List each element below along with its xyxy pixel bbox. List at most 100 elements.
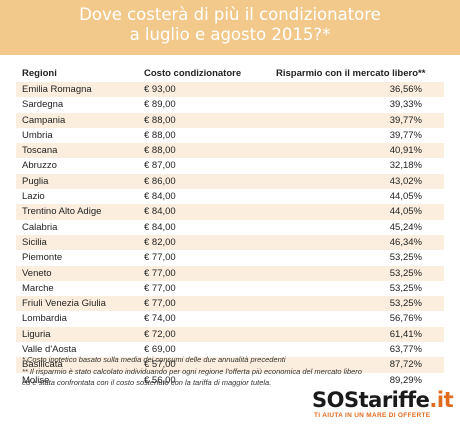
cell-cost: € 57,00 xyxy=(144,359,176,371)
cell-region: Marche xyxy=(22,282,54,294)
table-row: Basilicata € 57,00 87,72% xyxy=(16,357,444,373)
cell-cost: € 56,00 xyxy=(144,374,176,386)
cell-saving: 44,05% xyxy=(389,191,422,203)
cell-region: Calabria xyxy=(22,221,58,233)
cell-cost: € 77,00 xyxy=(144,252,176,264)
table-row: Toscana € 88,00 40,91% xyxy=(16,143,444,159)
footnote-1: * Costo ipotetico basato sulla media dei… xyxy=(22,355,286,364)
cell-cost: € 87,00 xyxy=(144,160,176,172)
logo-wordmark: SOStariffe.it xyxy=(312,388,454,412)
cost-table: Regioni Costo condizionatore Risparmio c… xyxy=(16,66,444,388)
header-region: Regioni xyxy=(22,68,57,79)
table-header: Regioni Costo condizionatore Risparmio c… xyxy=(16,66,444,82)
table-row: Umbria € 88,00 39,77% xyxy=(16,127,444,144)
cell-saving: 45,24% xyxy=(389,221,422,233)
table-body: Emilia Romagna € 93,00 36,56% Sardegna € 89,… xyxy=(16,82,444,388)
title-band: Dove costerà di più il condizionatore a … xyxy=(0,0,460,55)
cell-region: Trentino Alto Adige xyxy=(22,206,102,218)
table-row: Marche € 77,00 53,25% xyxy=(16,280,444,297)
cell-saving: 46,34% xyxy=(389,236,422,248)
table-row: Campania € 88,00 39,77% xyxy=(16,112,444,128)
cell-region: Valle d'Aosta xyxy=(22,344,77,356)
table-row: Sardegna € 89,00 39,33% xyxy=(16,97,444,113)
table-row: Liguria € 72,00 61,41% xyxy=(16,326,444,343)
cell-cost: € 77,00 xyxy=(144,267,176,279)
title-line-1: Dove costerà di più il condizionatore xyxy=(79,5,381,24)
footnotes: * Costo ipotetico basato sulla media dei… xyxy=(22,354,442,389)
cell-saving: 32,18% xyxy=(389,160,422,172)
cell-cost: € 88,00 xyxy=(144,145,176,157)
title-line-2: a luglio e agosto 2015?* xyxy=(129,25,331,44)
cell-cost: € 77,00 xyxy=(144,282,176,294)
cell-region: Friuli Venezia Giulia xyxy=(22,298,106,310)
cell-region: Lazio xyxy=(22,191,45,203)
cell-saving: 39,77% xyxy=(389,129,422,141)
cell-cost: € 89,00 xyxy=(144,99,176,111)
footnote-3: ed è stata confrontata con il costo sost… xyxy=(22,378,272,387)
cell-cost: € 82,00 xyxy=(144,236,176,248)
cell-region: Molise xyxy=(22,374,50,386)
cell-saving: 87,72% xyxy=(389,359,422,371)
cell-saving: 53,25% xyxy=(389,282,422,294)
cell-cost: € 84,00 xyxy=(144,221,176,233)
cell-cost: € 88,00 xyxy=(144,129,176,141)
cell-cost: € 93,00 xyxy=(144,84,176,95)
cell-saving: 39,77% xyxy=(389,114,422,126)
cell-region: Umbria xyxy=(22,129,53,141)
table-row: Sicilia € 82,00 46,34% xyxy=(16,234,444,251)
table-row: Puglia € 86,00 43,02% xyxy=(16,173,444,190)
cell-saving: 53,25% xyxy=(389,267,422,279)
cell-region: Sicilia xyxy=(22,236,47,248)
table-row: Molise € 56,00 89,29% xyxy=(16,372,444,388)
logo-tagline: TI AIUTA IN UN MARE DI OFFERTE xyxy=(314,412,431,419)
cell-cost: € 84,00 xyxy=(144,206,176,218)
cell-saving: 36,56% xyxy=(389,84,422,95)
table-row: Lazio € 84,00 44,05% xyxy=(16,189,444,205)
cell-cost: € 86,00 xyxy=(144,175,176,187)
table-row: Abruzzo € 87,00 32,18% xyxy=(16,158,444,174)
table-row: Calabria € 84,00 45,24% xyxy=(16,219,444,235)
logo-it: .it xyxy=(429,388,454,412)
cell-saving: 39,33% xyxy=(389,99,422,111)
cell-region: Emilia Romagna xyxy=(22,84,92,95)
cell-region: Campania xyxy=(22,114,66,126)
cell-saving: 89,29% xyxy=(389,374,422,386)
cell-cost: € 69,00 xyxy=(144,344,176,356)
header-saving: Risparmio con il mercato libero** xyxy=(276,68,426,79)
footnote-2: ** Il risparmio è stato calcolato indivi… xyxy=(22,366,362,376)
cell-region: Lombardia xyxy=(22,313,67,325)
logo-tariffe: tariffe xyxy=(358,388,430,412)
table-row: Friuli Venezia Giulia € 77,00 53,25% xyxy=(16,296,444,312)
cell-cost: € 74,00 xyxy=(144,313,176,325)
cell-region: Toscana xyxy=(22,145,58,157)
cell-region: Veneto xyxy=(22,267,52,279)
logo-sos: SOS xyxy=(312,388,359,412)
cell-region: Sardegna xyxy=(22,99,64,111)
cell-saving: 63,77% xyxy=(389,344,422,356)
cell-region: Abruzzo xyxy=(22,160,57,172)
table-row: Valle d'Aosta € 69,00 63,77% xyxy=(16,342,444,358)
cell-saving: 61,41% xyxy=(389,328,422,340)
cell-saving: 53,25% xyxy=(389,252,422,264)
cell-saving: 56,76% xyxy=(389,313,422,325)
cell-region: Piemonte xyxy=(22,252,63,264)
cell-saving: 40,91% xyxy=(389,145,422,157)
cell-saving: 43,02% xyxy=(389,175,422,187)
table-row: Veneto € 77,00 53,25% xyxy=(16,265,444,281)
cell-saving: 44,05% xyxy=(389,206,422,218)
table-row: Emilia Romagna € 93,00 36,56% xyxy=(16,82,444,98)
table-row: Lombardia € 74,00 56,76% xyxy=(16,311,444,327)
cell-region: Basilicata xyxy=(22,359,63,371)
cell-cost: € 84,00 xyxy=(144,191,176,203)
cell-region: Puglia xyxy=(22,175,49,187)
cell-saving: 53,25% xyxy=(389,298,422,310)
table-row: Piemonte € 77,00 53,25% xyxy=(16,250,444,266)
table-row: Trentino Alto Adige € 84,00 44,05% xyxy=(16,204,444,220)
sostariffe-logo: SOStariffe.it TI AIUTA IN UN MARE DI OFF… xyxy=(312,388,454,424)
cell-cost: € 77,00 xyxy=(144,298,176,310)
cell-cost: € 88,00 xyxy=(144,114,176,126)
cell-cost: € 72,00 xyxy=(144,328,176,340)
cell-region: Liguria xyxy=(22,328,51,340)
header-cost: Costo condizionatore xyxy=(144,68,242,79)
